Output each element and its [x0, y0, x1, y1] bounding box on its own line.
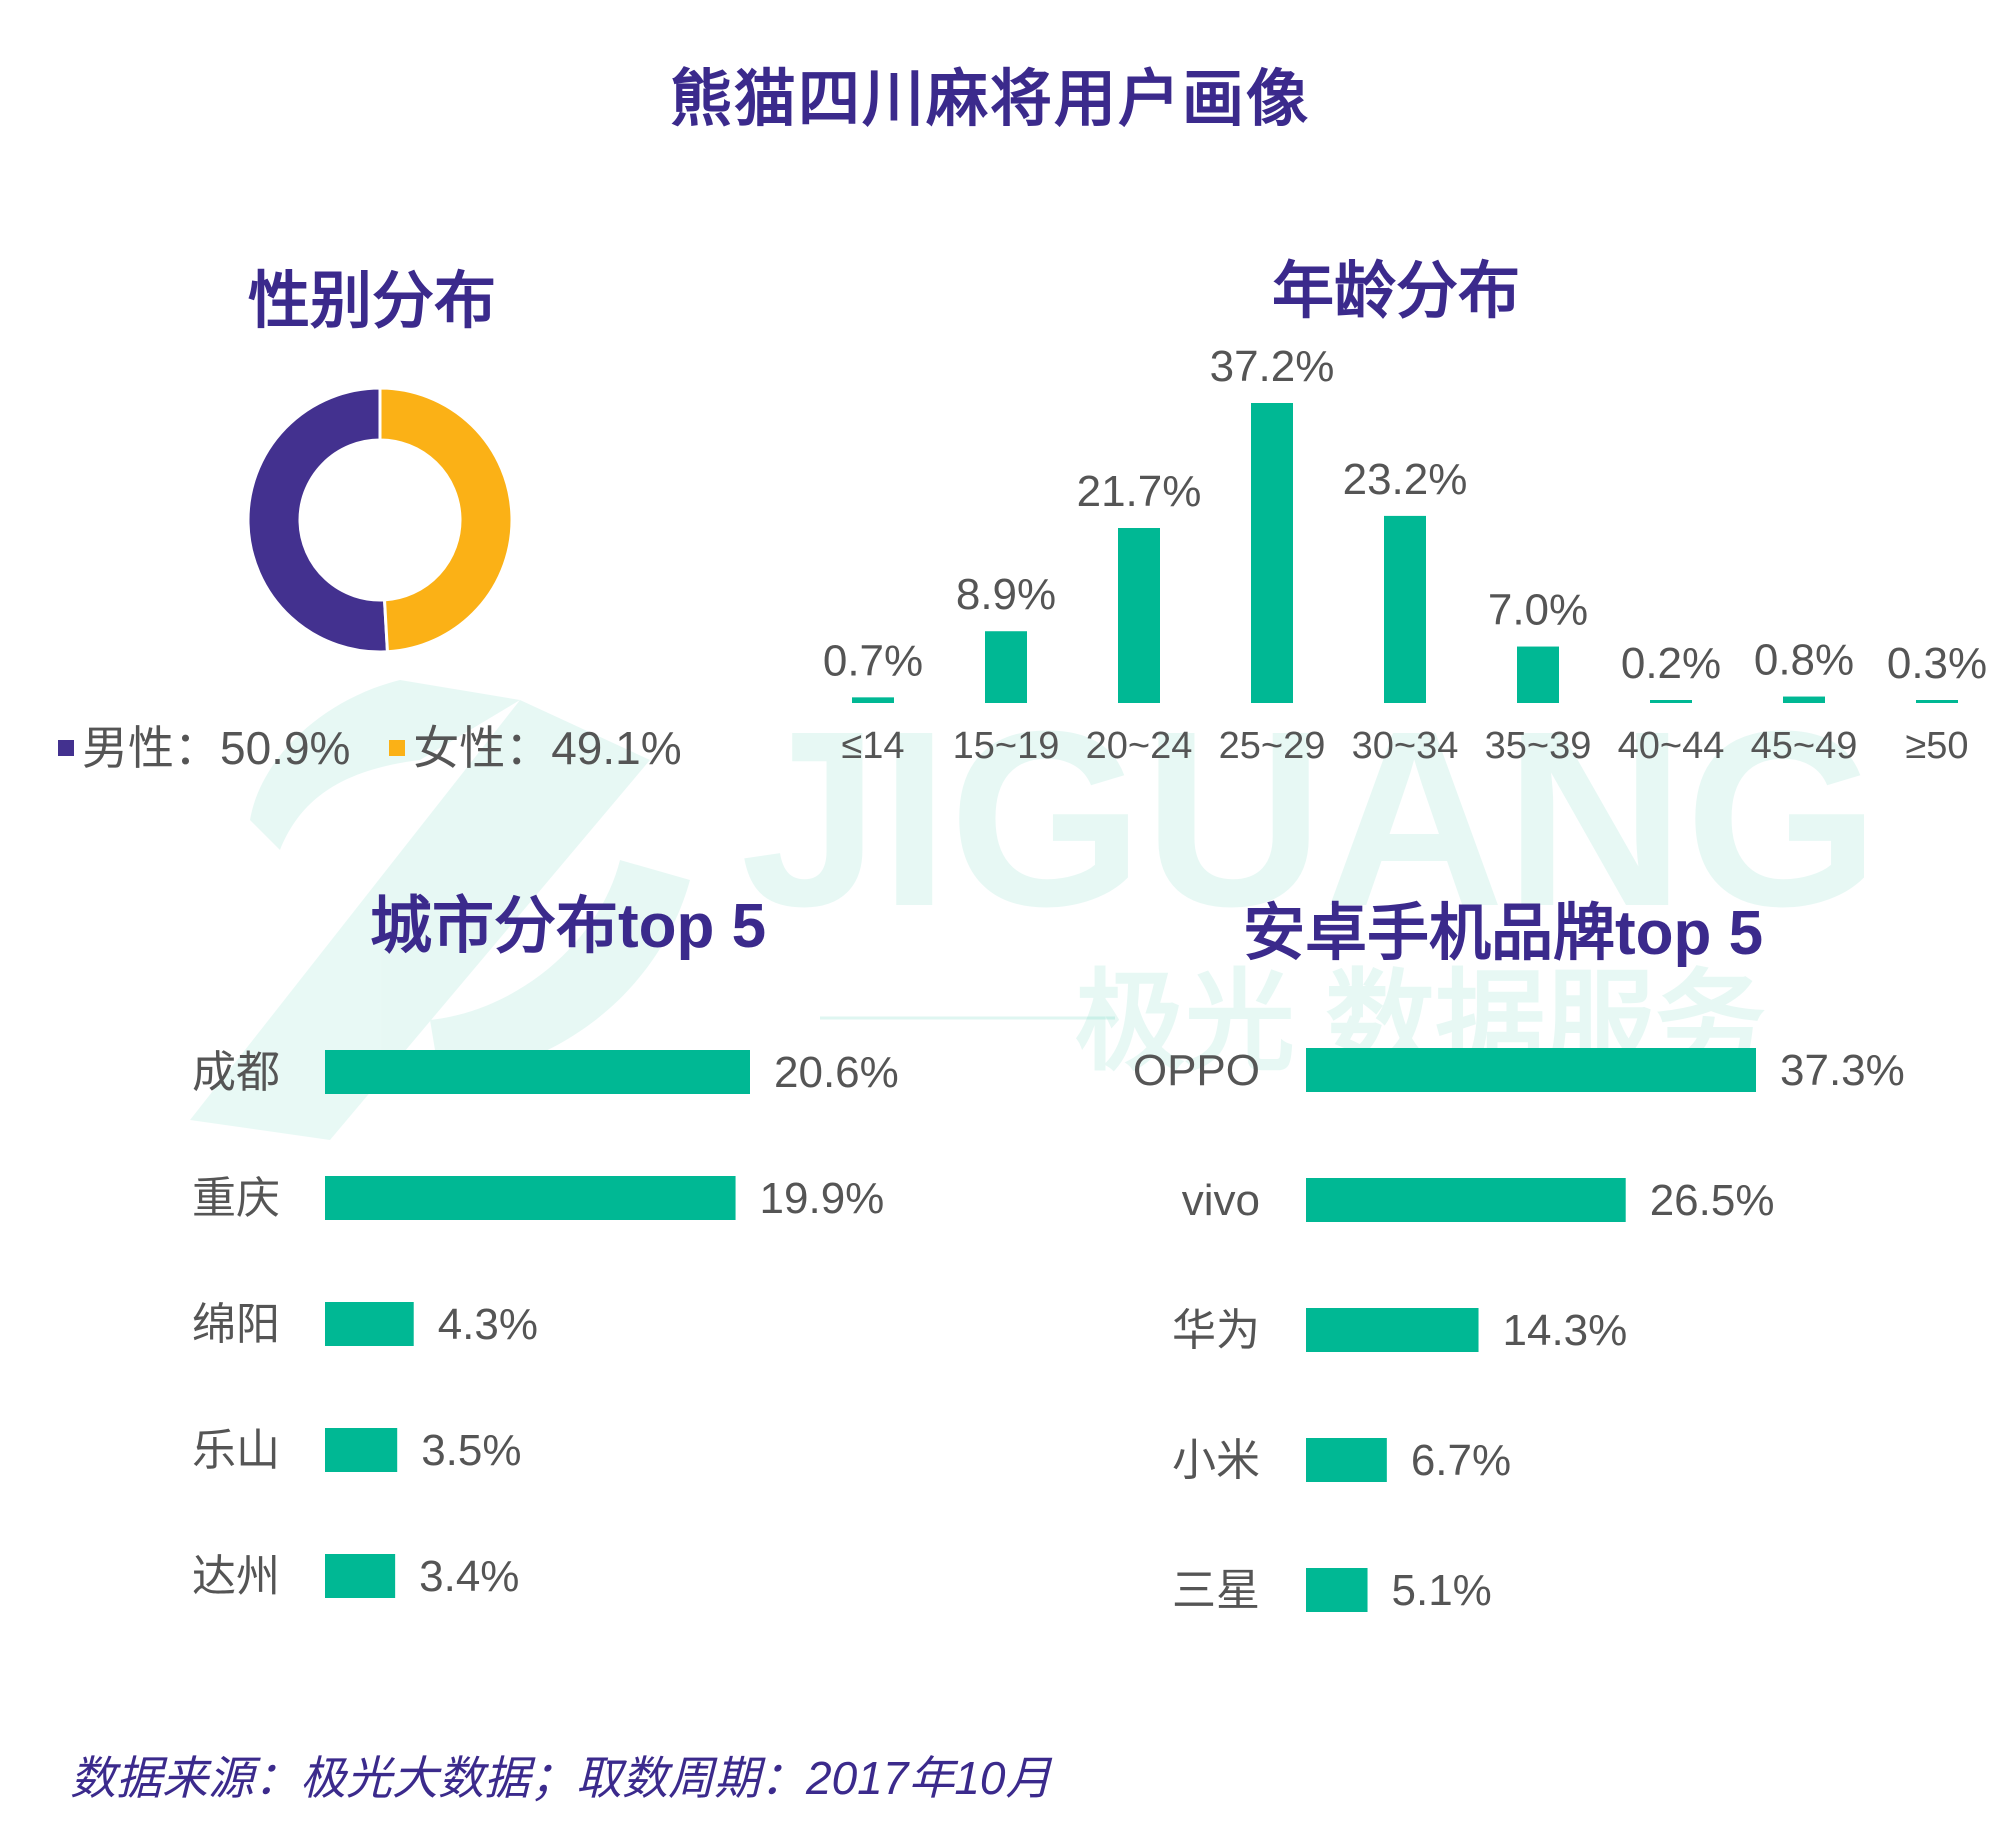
data-source-footer: 数据来源：极光大数据；取数周期：2017年10月 [70, 1752, 1052, 1804]
brand-chart-title: 安卓手机品牌top 5 [1243, 899, 1764, 968]
city-bar-value-label: 20.6% [774, 1048, 899, 1097]
age-chart-title: 年龄分布 [1272, 257, 1521, 326]
brand-category-label: 三星 [1172, 1566, 1260, 1615]
brand-bar [1306, 1178, 1626, 1222]
legend-label-male: 男性：50.9% [82, 722, 351, 774]
age-category-label: 20~24 [1086, 725, 1193, 767]
age-category-label: 40~44 [1618, 725, 1725, 767]
city-bar-value-label: 3.5% [421, 1426, 521, 1475]
brand-bar-chart: OPPO 37.3% vivo 26.5% 华为 14.3% 小米 6.7% 三星 5.1% [1133, 1046, 1905, 1615]
legend-item-female: 女性：49.1% [389, 712, 682, 778]
brand-bar-value-label: 5.1% [1392, 1566, 1492, 1615]
brand-bar [1306, 1568, 1368, 1612]
legend-item-male: 男性：50.9% [58, 712, 350, 778]
gender-chart-title: 性别分布 [248, 267, 497, 336]
city-category-label: 成都 [192, 1048, 280, 1097]
age-bar [1916, 700, 1958, 703]
age-category-label: 30~34 [1352, 725, 1459, 767]
page-title: 熊猫四川麻将用户画像 [669, 65, 1310, 134]
brand-bar [1306, 1438, 1387, 1482]
age-category-label: 35~39 [1485, 725, 1592, 767]
city-bar [325, 1176, 736, 1220]
city-bar-chart: 成都 20.6% 重庆 19.9% 绵阳 4.3% 乐山 3.5% 达州 3.4% [192, 1048, 899, 1601]
age-bar-value-label: 0.2% [1621, 639, 1721, 688]
gender-donut-chart [246, 386, 514, 654]
age-bar [1783, 696, 1825, 703]
age-bar-value-label: 8.9% [956, 570, 1056, 619]
brand-bar-value-label: 37.3% [1780, 1046, 1905, 1095]
legend-swatch-male [58, 739, 74, 756]
city-bar [325, 1428, 398, 1472]
age-bar-value-label: 0.7% [823, 636, 923, 685]
city-bar-value-label: 19.9% [760, 1174, 885, 1223]
city-chart-title: 城市分布top 5 [370, 892, 767, 961]
donut-slice-female [378, 386, 514, 654]
brand-bar [1306, 1048, 1756, 1092]
brand-category-label: 华为 [1172, 1306, 1260, 1355]
age-category-label: ≥50 [1905, 725, 1968, 767]
age-bar [852, 697, 894, 703]
age-bar-value-label: 21.7% [1077, 467, 1202, 516]
age-bar-value-label: 0.8% [1754, 636, 1854, 685]
age-category-label: 15~19 [953, 725, 1060, 767]
brand-bar-value-label: 26.5% [1650, 1176, 1775, 1225]
gender-legend: 男性：50.9% 女性：49.1% [58, 712, 708, 778]
city-bar-value-label: 4.3% [438, 1300, 538, 1349]
age-bar-value-label: 0.3% [1887, 639, 1987, 688]
age-bar-value-label: 23.2% [1343, 455, 1468, 504]
city-category-label: 乐山 [192, 1426, 280, 1475]
age-bar [1251, 403, 1293, 703]
city-category-label: 重庆 [192, 1174, 280, 1223]
age-category-label: 45~49 [1751, 725, 1858, 767]
brand-category-label: 小米 [1172, 1436, 1260, 1485]
legend-label-female: 女性：49.1% [413, 722, 682, 774]
age-bar [1517, 646, 1559, 703]
city-category-label: 达州 [192, 1552, 280, 1601]
city-bar [325, 1302, 414, 1346]
age-bar [1384, 515, 1426, 703]
city-bar-value-label: 3.4% [419, 1552, 519, 1601]
brand-bar-value-label: 14.3% [1503, 1306, 1628, 1355]
brand-bar-value-label: 6.7% [1411, 1436, 1511, 1485]
brand-bar [1306, 1308, 1479, 1352]
age-bar [1118, 528, 1160, 703]
legend-swatch-female [389, 739, 406, 756]
age-bar [1650, 700, 1692, 703]
brand-category-label: OPPO [1133, 1046, 1260, 1095]
city-bar [325, 1554, 396, 1598]
age-category-label: ≤14 [841, 725, 904, 767]
age-bar-chart: 0.7% ≤14 8.9% 15~19 21.7% 20~24 37.2% 25~29 23.2… [823, 342, 1987, 767]
brand-category-label: vivo [1182, 1176, 1260, 1225]
donut-slice-male [246, 386, 390, 654]
age-bar-value-label: 37.2% [1210, 342, 1335, 391]
city-bar [325, 1050, 750, 1094]
city-category-label: 绵阳 [192, 1300, 280, 1349]
age-bar [985, 631, 1027, 703]
age-category-label: 25~29 [1219, 725, 1326, 767]
age-bar-value-label: 7.0% [1488, 586, 1588, 635]
